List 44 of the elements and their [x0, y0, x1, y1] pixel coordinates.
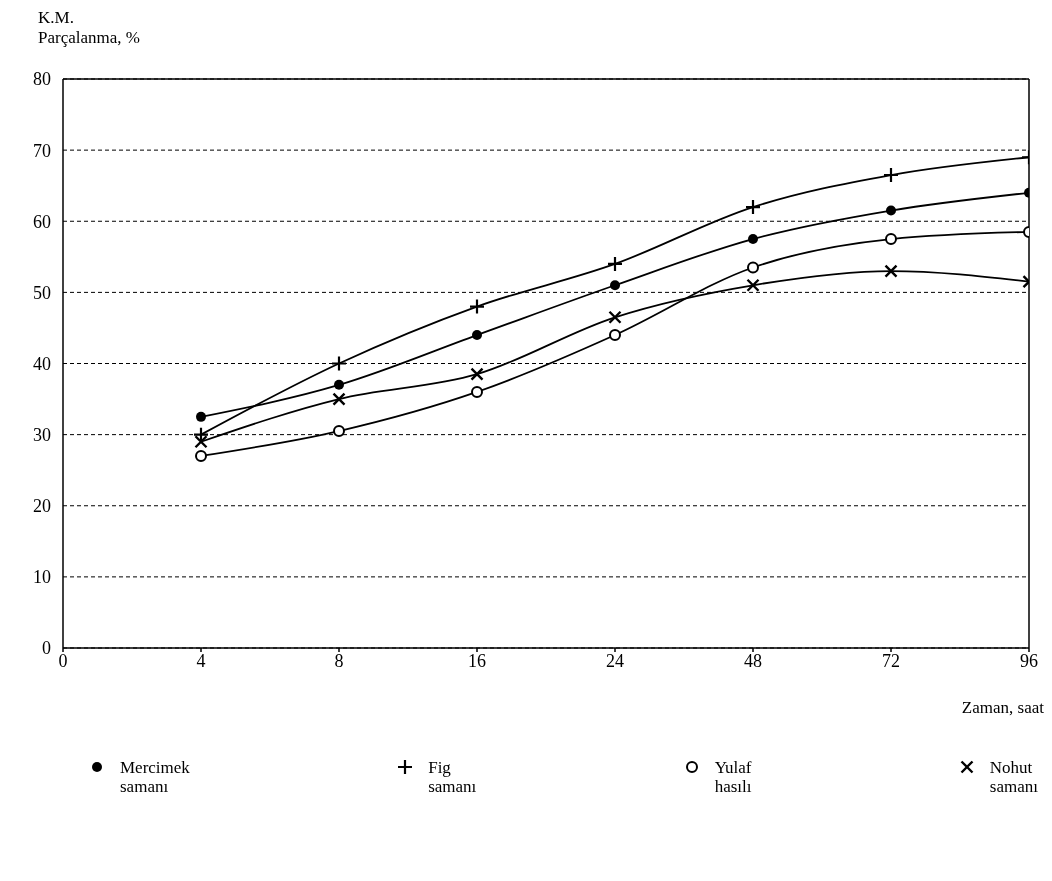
x-tick-label: 24 [606, 650, 624, 671]
legend-label: Mercimek samanı [120, 758, 190, 796]
y-tick-label: 20 [33, 496, 51, 517]
point [608, 310, 622, 324]
y-axis-title: K.M. Parçalanma, % [38, 8, 140, 48]
point [330, 355, 348, 372]
legend-label: Yulaf hasılı [714, 758, 752, 796]
point [332, 392, 346, 406]
point [885, 233, 897, 246]
x-tick-label: 0 [58, 650, 68, 671]
point [746, 278, 760, 292]
point [471, 385, 483, 398]
point [470, 367, 484, 381]
point [609, 329, 621, 342]
point [882, 166, 900, 184]
x-tick-label: 96 [1020, 650, 1038, 671]
x-tick-label: 4 [196, 650, 206, 671]
point [744, 198, 762, 216]
x-tick-label: 16 [468, 650, 486, 671]
point [606, 255, 624, 273]
y-tick-label: 80 [33, 69, 51, 90]
point [610, 280, 620, 291]
y-tick-label: 50 [33, 282, 51, 303]
point [196, 411, 206, 422]
point [472, 330, 482, 341]
x-tick-label: 72 [882, 650, 900, 671]
point [884, 264, 898, 278]
y-tick-label: 10 [33, 567, 51, 588]
x-tick-label: 48 [744, 650, 762, 671]
point [748, 234, 758, 245]
point [886, 205, 896, 216]
x-axis-title: Zaman, saat [961, 698, 1044, 718]
point [334, 379, 344, 390]
y-tick-label: 70 [33, 140, 51, 161]
legend-label: Fig samanı [428, 758, 477, 796]
x-tick-label: 8 [334, 650, 344, 671]
y-tick-label: 60 [33, 211, 51, 232]
y-tick-label: 30 [33, 425, 51, 446]
point [195, 449, 207, 462]
point [468, 298, 486, 315]
y-tick-label: 40 [33, 353, 51, 374]
point [333, 425, 345, 438]
legend-label: Nohut samanı [989, 758, 1038, 796]
point [747, 261, 759, 274]
